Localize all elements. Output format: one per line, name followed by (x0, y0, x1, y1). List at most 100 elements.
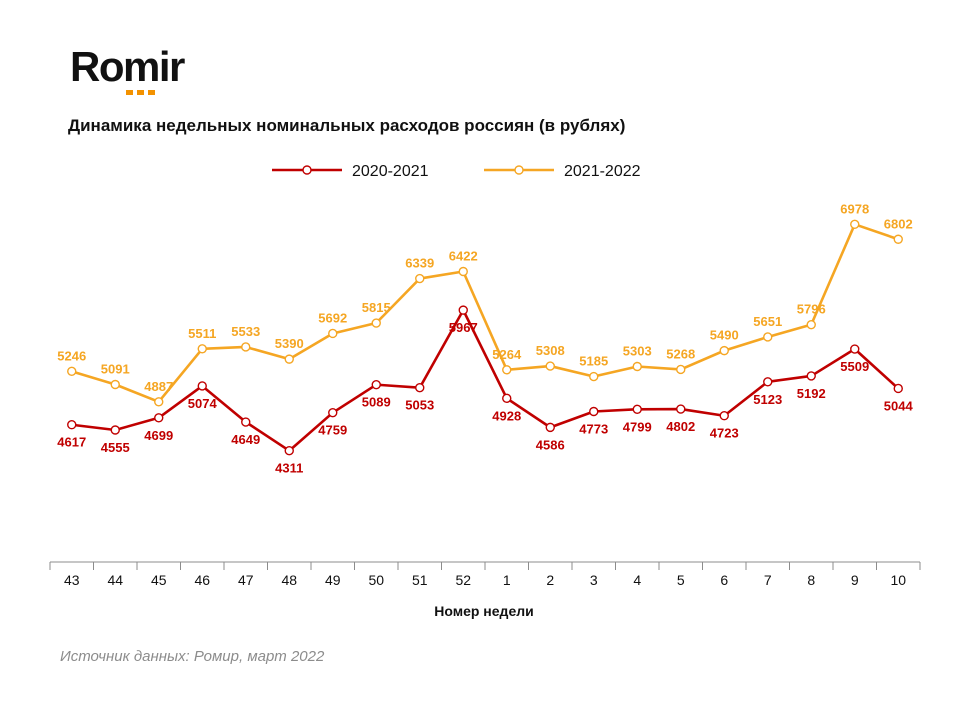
data-label: 5509 (840, 359, 869, 374)
data-point (328, 328, 338, 339)
data-point (67, 420, 77, 430)
data-label: 5796 (797, 302, 826, 317)
data-label: 5044 (884, 398, 914, 413)
data-label: 5815 (362, 300, 391, 315)
data-label: 5967 (449, 320, 478, 335)
data-label: 6802 (884, 216, 913, 231)
logo-dot (137, 90, 144, 95)
data-point (893, 383, 903, 394)
data-label: 5089 (362, 395, 391, 410)
x-tick-label: 4 (633, 572, 641, 588)
data-label: 6978 (840, 201, 869, 216)
legend-marker (514, 165, 524, 175)
data-point (110, 379, 120, 390)
data-point (197, 381, 207, 391)
legend-label: 2021-2022 (564, 163, 641, 180)
x-tick-label: 49 (325, 572, 341, 588)
data-point (284, 354, 294, 364)
data-point (241, 417, 251, 427)
data-label: 5053 (405, 398, 434, 413)
data-point (458, 305, 468, 315)
data-label: 4617 (57, 435, 86, 450)
data-point (241, 342, 251, 352)
data-point (197, 344, 207, 354)
data-point (676, 404, 686, 414)
x-tick-label: 6 (720, 572, 728, 588)
data-label: 5091 (101, 361, 130, 376)
x-tick-label: 45 (151, 572, 167, 588)
x-tick-label: 46 (194, 572, 210, 588)
legend-label: 2020-2021 (352, 163, 429, 180)
data-label: 5692 (318, 310, 347, 325)
legend-marker (302, 165, 312, 175)
data-label: 5074 (188, 396, 218, 411)
data-label: 5390 (275, 336, 304, 351)
data-label: 4773 (579, 421, 608, 436)
data-label: 4928 (492, 408, 521, 423)
logo-text: Romir (70, 43, 185, 90)
data-point (763, 377, 773, 387)
data-point (415, 273, 425, 284)
data-point (850, 219, 860, 230)
data-label: 4799 (623, 419, 652, 434)
data-point (806, 319, 816, 330)
x-tick-label: 8 (807, 572, 815, 588)
data-label: 4555 (101, 440, 130, 455)
data-point (502, 393, 512, 404)
data-label: 4311 (275, 461, 303, 476)
data-label: 5246 (57, 348, 86, 363)
x-tick-label: 48 (281, 572, 297, 588)
data-point (893, 234, 903, 244)
data-label: 4649 (231, 432, 260, 447)
data-label: 4723 (710, 426, 739, 441)
data-point (284, 446, 294, 456)
data-point (719, 411, 729, 421)
data-label: 5264 (492, 347, 522, 362)
logo-dot (126, 90, 133, 95)
data-label: 6339 (405, 256, 434, 271)
data-point (545, 422, 555, 433)
data-point (850, 344, 860, 354)
series-line-2021-2022 (71, 223, 899, 404)
data-point (763, 332, 773, 342)
logo-dot (148, 90, 155, 95)
data-label: 6422 (449, 249, 478, 264)
data-label: 5185 (579, 354, 608, 369)
data-label: 4699 (144, 428, 173, 443)
data-label: 5533 (231, 324, 260, 339)
data-point (67, 366, 77, 377)
x-tick-label: 10 (890, 572, 906, 588)
romir-logo: Romir (70, 43, 185, 95)
data-point (154, 413, 164, 423)
data-label: 5308 (536, 343, 565, 358)
logo-dots (126, 90, 155, 95)
data-point (415, 383, 425, 393)
data-point (632, 361, 642, 372)
series-line-2020-2021 (71, 308, 900, 453)
data-label: 4759 (318, 423, 347, 438)
data-label: 4887 (144, 379, 173, 394)
data-point (632, 404, 642, 414)
data-point (154, 397, 164, 407)
data-point (502, 365, 512, 375)
data-label: 5651 (753, 314, 782, 329)
data-label: 5192 (797, 386, 826, 401)
data-label: 5490 (710, 328, 739, 343)
x-tick-label: 47 (238, 572, 254, 588)
data-point (589, 406, 599, 417)
data-label: 5268 (666, 346, 695, 361)
data-label: 4802 (666, 419, 695, 434)
x-tick-label: 1 (503, 572, 511, 588)
data-label: 5303 (623, 344, 652, 359)
data-label: 4586 (536, 437, 565, 452)
data-point (806, 371, 816, 381)
data-label: 5511 (188, 326, 216, 341)
x-tick-label: 3 (590, 572, 598, 588)
x-tick-label: 5 (677, 572, 685, 588)
data-point (719, 345, 729, 356)
chart-title: Динамика недельных номинальных расходов … (68, 116, 626, 135)
data-point (545, 361, 555, 371)
x-tick-label: 51 (412, 572, 428, 588)
x-axis-label: Номер недели (434, 603, 533, 619)
